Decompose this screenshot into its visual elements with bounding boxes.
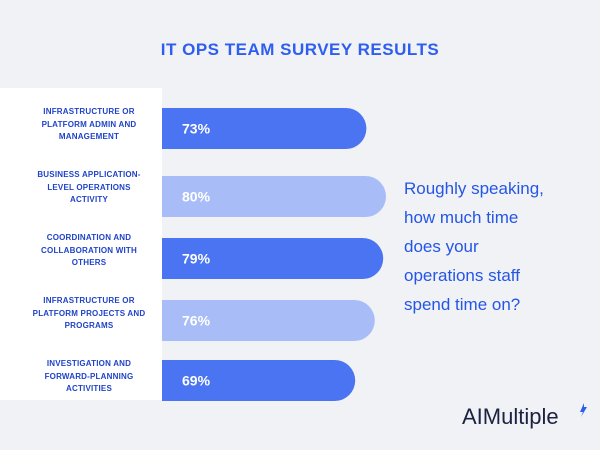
category-label: INVESTIGATION AND FORWARD-PLANNING ACTIV… <box>44 359 134 393</box>
survey-question: Roughly speaking, how much time does you… <box>404 179 544 314</box>
bar-4 <box>162 300 375 341</box>
bar-5 <box>162 360 356 401</box>
logo-spark-icon <box>580 403 587 417</box>
bar-value-label: 73% <box>182 121 211 137</box>
page-title: IT OPS TEAM SURVEY RESULTS <box>160 40 440 59</box>
category-label: COORDINATION AND COLLABORATION WITH OTHE… <box>41 233 137 267</box>
logo-suffix: Multiple <box>482 404 559 429</box>
category-label: BUSINESS APPLICATION- LEVEL OPERATIONS A… <box>37 170 141 204</box>
bar-value-label: 69% <box>182 373 211 389</box>
bar-3 <box>162 238 384 279</box>
bar-2 <box>162 175 386 217</box>
category-label-panel: INFRASTRUCTURE OR PLATFORM ADMIN AND MAN… <box>0 88 162 400</box>
category-label: INFRASTRUCTURE OR PLATFORM PROJECTS AND … <box>32 296 146 330</box>
bar-1 <box>162 108 367 149</box>
bar-value-label: 76% <box>182 313 211 329</box>
logo-prefix: AI <box>462 404 483 429</box>
bar-value-label: 79% <box>182 251 211 267</box>
bar-value-label: 80% <box>182 189 211 205</box>
category-label: INFRASTRUCTURE OR PLATFORM ADMIN AND MAN… <box>41 107 137 141</box>
aimultiple-logo: AIMultiple <box>462 404 559 430</box>
